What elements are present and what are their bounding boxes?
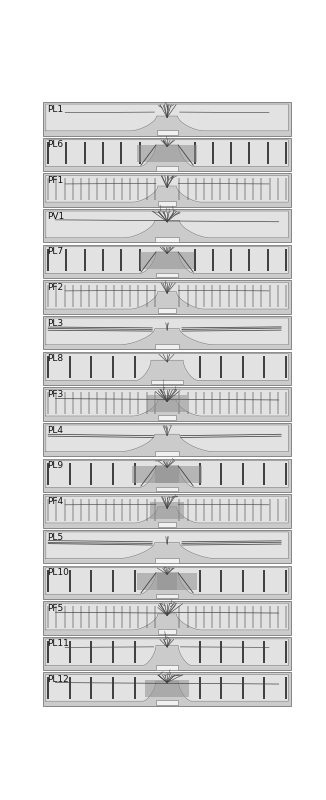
Polygon shape bbox=[46, 567, 289, 594]
Polygon shape bbox=[46, 425, 289, 452]
Bar bbox=[43, 673, 291, 706]
Text: PL3: PL3 bbox=[47, 318, 63, 328]
Text: PL4: PL4 bbox=[47, 426, 63, 434]
Text: PL7: PL7 bbox=[47, 247, 63, 256]
Bar bbox=[43, 494, 291, 528]
Polygon shape bbox=[46, 211, 289, 238]
Polygon shape bbox=[46, 390, 289, 416]
Bar bbox=[43, 423, 291, 456]
Bar bbox=[155, 237, 179, 242]
Bar bbox=[158, 522, 176, 527]
Bar bbox=[147, 394, 187, 412]
Polygon shape bbox=[46, 674, 289, 702]
Polygon shape bbox=[46, 140, 289, 166]
Text: PL1: PL1 bbox=[47, 105, 63, 114]
Bar bbox=[155, 558, 179, 562]
Bar bbox=[155, 466, 202, 483]
Bar bbox=[155, 344, 179, 349]
Bar bbox=[43, 138, 291, 171]
Bar bbox=[43, 316, 291, 350]
Polygon shape bbox=[46, 532, 289, 558]
Bar bbox=[43, 458, 291, 492]
Bar bbox=[157, 573, 197, 590]
Bar bbox=[155, 451, 179, 456]
Polygon shape bbox=[46, 318, 289, 345]
Bar bbox=[43, 209, 291, 242]
Text: PF4: PF4 bbox=[47, 497, 63, 506]
Bar bbox=[156, 665, 178, 670]
Bar bbox=[43, 174, 291, 207]
Text: PF3: PF3 bbox=[47, 390, 63, 399]
Bar bbox=[150, 502, 185, 519]
Bar bbox=[43, 245, 291, 278]
Text: PL5: PL5 bbox=[47, 533, 63, 542]
Bar bbox=[43, 566, 291, 599]
Polygon shape bbox=[46, 461, 289, 487]
Polygon shape bbox=[46, 175, 289, 202]
Bar bbox=[137, 573, 177, 590]
Bar bbox=[156, 701, 178, 706]
Text: PL6: PL6 bbox=[47, 140, 63, 150]
Bar bbox=[158, 629, 176, 634]
Bar bbox=[43, 387, 291, 421]
Bar bbox=[156, 166, 178, 170]
Text: PL9: PL9 bbox=[47, 462, 63, 470]
Bar bbox=[43, 102, 291, 135]
Polygon shape bbox=[46, 639, 289, 666]
Text: PL8: PL8 bbox=[47, 354, 63, 363]
Bar bbox=[156, 594, 178, 598]
Text: PL11: PL11 bbox=[47, 639, 69, 649]
Text: PF5: PF5 bbox=[47, 604, 63, 613]
Bar bbox=[156, 130, 178, 135]
Bar bbox=[43, 530, 291, 563]
Bar bbox=[140, 252, 194, 270]
Bar bbox=[43, 637, 291, 670]
Text: PV1: PV1 bbox=[47, 212, 64, 221]
Polygon shape bbox=[46, 282, 289, 309]
Polygon shape bbox=[46, 496, 289, 523]
Bar bbox=[43, 601, 291, 634]
Bar bbox=[145, 680, 189, 698]
Text: PF1: PF1 bbox=[47, 176, 63, 185]
Bar bbox=[156, 486, 178, 491]
Bar bbox=[156, 273, 178, 278]
Bar bbox=[158, 308, 176, 313]
Polygon shape bbox=[46, 246, 289, 274]
Text: PF2: PF2 bbox=[47, 283, 63, 292]
Bar bbox=[158, 415, 176, 420]
Bar bbox=[43, 352, 291, 385]
Polygon shape bbox=[46, 104, 289, 131]
Bar bbox=[43, 280, 291, 314]
Polygon shape bbox=[46, 354, 289, 381]
Text: PL10: PL10 bbox=[47, 568, 69, 577]
Polygon shape bbox=[46, 603, 289, 630]
Bar bbox=[132, 466, 179, 483]
Bar bbox=[137, 145, 197, 162]
Bar bbox=[151, 380, 183, 385]
Bar bbox=[158, 202, 176, 206]
Text: PL12: PL12 bbox=[47, 675, 69, 684]
